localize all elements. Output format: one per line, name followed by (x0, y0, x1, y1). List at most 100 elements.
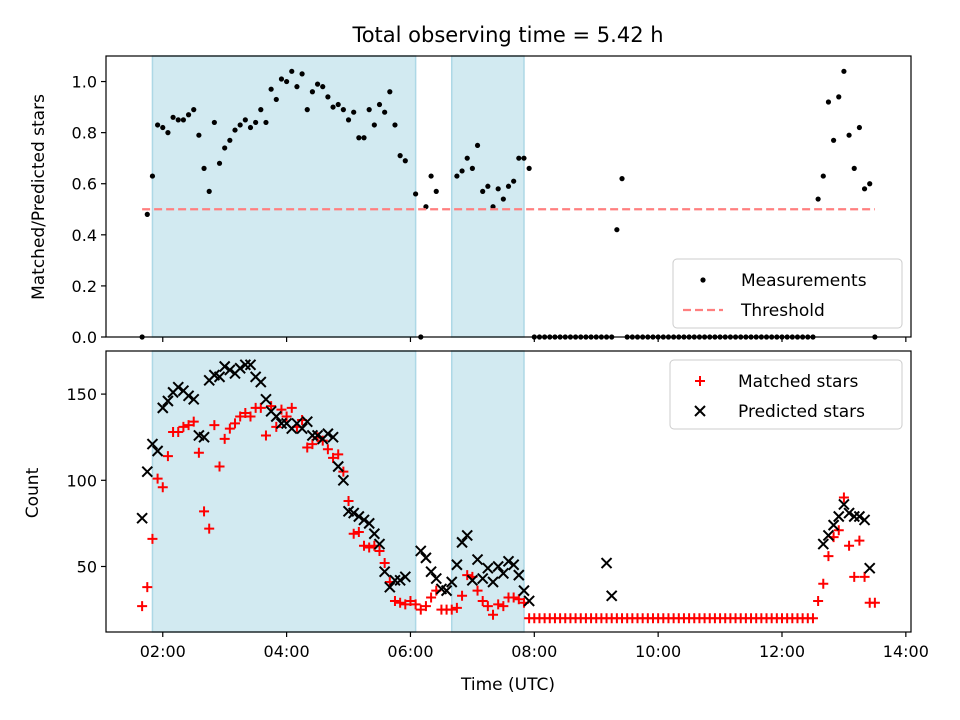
measurement-point (851, 165, 857, 171)
matched-star-point (364, 542, 375, 553)
matched-star-point (838, 492, 849, 503)
top-y-tick-label: 0.4 (72, 226, 97, 245)
top-y-tick-label: 1.0 (72, 73, 97, 92)
top-y-axis-label: Matched/Predicted stars (29, 94, 49, 300)
matched-star-point (493, 599, 504, 610)
matched-star-point (260, 430, 271, 441)
predicted-star-point (451, 559, 463, 571)
top-observing-window (151, 55, 417, 338)
matched-star-point (457, 590, 468, 601)
matched-star-point (508, 592, 519, 603)
predicted-star-point (817, 538, 829, 550)
matched-star-point (240, 408, 251, 419)
predicted-star-point (270, 410, 282, 423)
measurement-point (469, 165, 475, 171)
matched-star-point (859, 571, 870, 582)
measurement-point (304, 107, 310, 113)
measurement-point (387, 89, 393, 95)
measurement-point (196, 132, 202, 138)
matched-star-point (807, 613, 818, 624)
predicted-star-point (482, 562, 494, 574)
matched-star-point (415, 604, 426, 615)
predicted-star-point (363, 517, 375, 530)
bottom-y-tick-label: 50 (77, 557, 97, 576)
measurement-point (191, 107, 197, 113)
bottom-axes-frame (105, 350, 912, 633)
predicted-star-point (322, 428, 334, 440)
legend-predicted-marker (694, 405, 706, 417)
measurement-point (263, 119, 269, 126)
measurement-point (356, 135, 362, 141)
measurement-point (258, 107, 264, 113)
predicted-star-point (827, 519, 840, 531)
matched-star-point (147, 533, 158, 544)
legend-label: Predicted stars (738, 402, 865, 422)
measurement-point (206, 188, 212, 194)
predicted-star-point (378, 565, 391, 578)
predicted-star-point (853, 510, 866, 523)
matched-star-point (462, 570, 473, 581)
top-observing-window (450, 55, 525, 338)
measurement-point (480, 188, 486, 194)
legend-measurements-marker (700, 277, 706, 283)
matched-star-point (446, 604, 457, 615)
matched-star-point (359, 540, 370, 551)
predicted-star-point (151, 445, 164, 457)
predicted-star-point (218, 360, 231, 373)
legend-label: Threshold (740, 301, 825, 321)
predicted-star-point (394, 574, 406, 586)
x-tick-label: 14:00 (883, 642, 929, 661)
measurement-point (299, 71, 305, 77)
measurement-point (211, 119, 217, 126)
matched-star-point (353, 527, 364, 538)
measurement-point (614, 227, 620, 233)
matched-star-point (209, 420, 220, 431)
measurement-point (815, 196, 821, 202)
matched-star-point (224, 423, 235, 434)
matched-star-point (230, 418, 241, 429)
measurement-point (160, 124, 166, 131)
predicted-star-point (358, 514, 370, 526)
matched-star-point (137, 601, 148, 612)
measurement-point (841, 68, 847, 74)
matched-star-point (183, 420, 194, 431)
predicted-star-point (182, 390, 195, 402)
measurement-point (284, 78, 290, 85)
predicted-star-point (838, 498, 850, 511)
matched-star-point (854, 535, 865, 546)
predicted-star-point (188, 393, 200, 405)
predicted-star-point (353, 510, 365, 523)
matched-star-point (472, 585, 483, 596)
measurement-point (867, 181, 873, 187)
measurement-point (459, 168, 465, 174)
matched-star-point (813, 595, 824, 606)
predicted-star-point (146, 438, 159, 450)
predicted-star-point (162, 395, 174, 407)
matched-star-point (451, 602, 462, 613)
matched-star-point (498, 601, 509, 612)
matched-star-point (157, 482, 168, 493)
measurement-point (464, 155, 470, 161)
predicted-star-point (296, 422, 308, 435)
predicted-star-point (141, 465, 153, 478)
predicted-star-point (198, 431, 210, 443)
matched-star-point (322, 444, 333, 455)
matched-star-point (849, 571, 860, 582)
predicted-star-point (275, 417, 288, 430)
top-y-tick-label: 0.8 (72, 124, 97, 143)
predicted-star-point (255, 376, 267, 388)
matched-star-point (348, 528, 359, 539)
x-tick-label: 04:00 (264, 642, 310, 661)
matched-star-point (328, 452, 339, 463)
matched-star-point (235, 411, 246, 422)
matched-star-point (395, 597, 406, 608)
measurement-point (490, 204, 496, 210)
measurement-point (247, 124, 254, 131)
measurement-point (382, 109, 388, 115)
measurement-point (242, 117, 248, 123)
measurement-point (180, 117, 187, 123)
matched-star-point (255, 402, 266, 413)
predicted-star-point (487, 576, 499, 588)
bottom-y-axis-label: Count (23, 467, 43, 518)
